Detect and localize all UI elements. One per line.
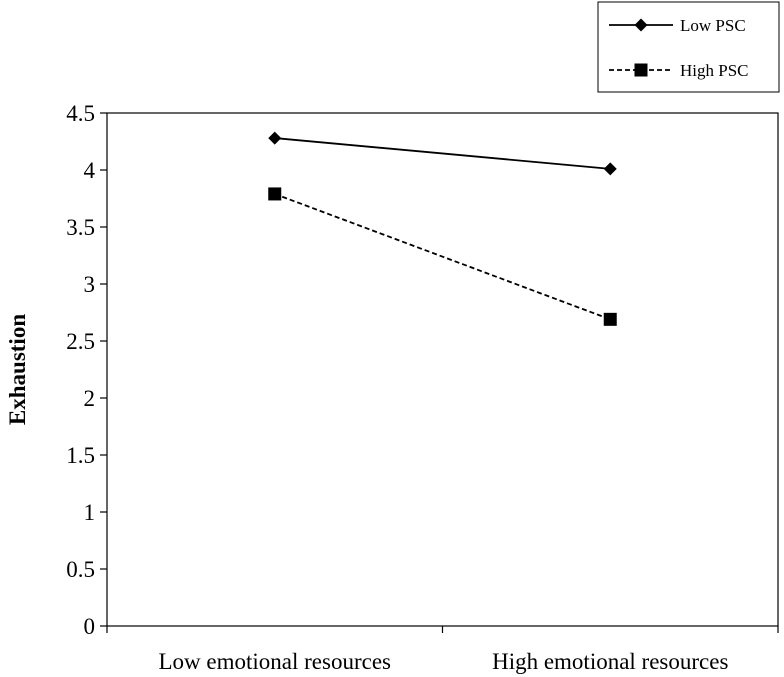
data-point [603, 162, 617, 176]
y-tick-label: 3 [84, 272, 96, 297]
x-category-label: High emotional resources [492, 649, 728, 674]
plot-area-frame [106, 112, 779, 627]
data-point [268, 187, 282, 201]
y-tick-label: 2 [84, 386, 96, 411]
y-tick-label: 4 [84, 158, 96, 183]
y-tick-label: 4.5 [66, 101, 95, 126]
legend-label: High PSC [680, 61, 749, 80]
legend-box [597, 1, 780, 93]
y-axis-label: Exhaustion [5, 314, 30, 425]
y-tick-label: 2.5 [66, 329, 95, 354]
legend-marker [634, 63, 648, 77]
data-point [603, 312, 617, 326]
series-low-psc [268, 131, 617, 176]
legend: Low PSC High PSC [597, 1, 780, 93]
y-tick-label: 0.5 [66, 557, 95, 582]
x-category-label: Low emotional resources [159, 649, 392, 674]
data-point [268, 131, 282, 145]
legend-label: Low PSC [680, 16, 746, 35]
series-line [274, 193, 611, 321]
y-tick-label: 1.5 [66, 443, 95, 468]
series-high-psc [268, 187, 617, 326]
y-tick-label: 1 [84, 500, 96, 525]
legend-marker [634, 18, 648, 32]
axes: 0 0.5 1 1.5 2 2.5 3 3.5 4 4.5 Low emotional resour… [5, 101, 779, 674]
series-line [274, 137, 611, 170]
y-tick-label: 0 [84, 614, 96, 639]
y-tick-label: 3.5 [66, 215, 95, 240]
series-layer [268, 131, 617, 326]
